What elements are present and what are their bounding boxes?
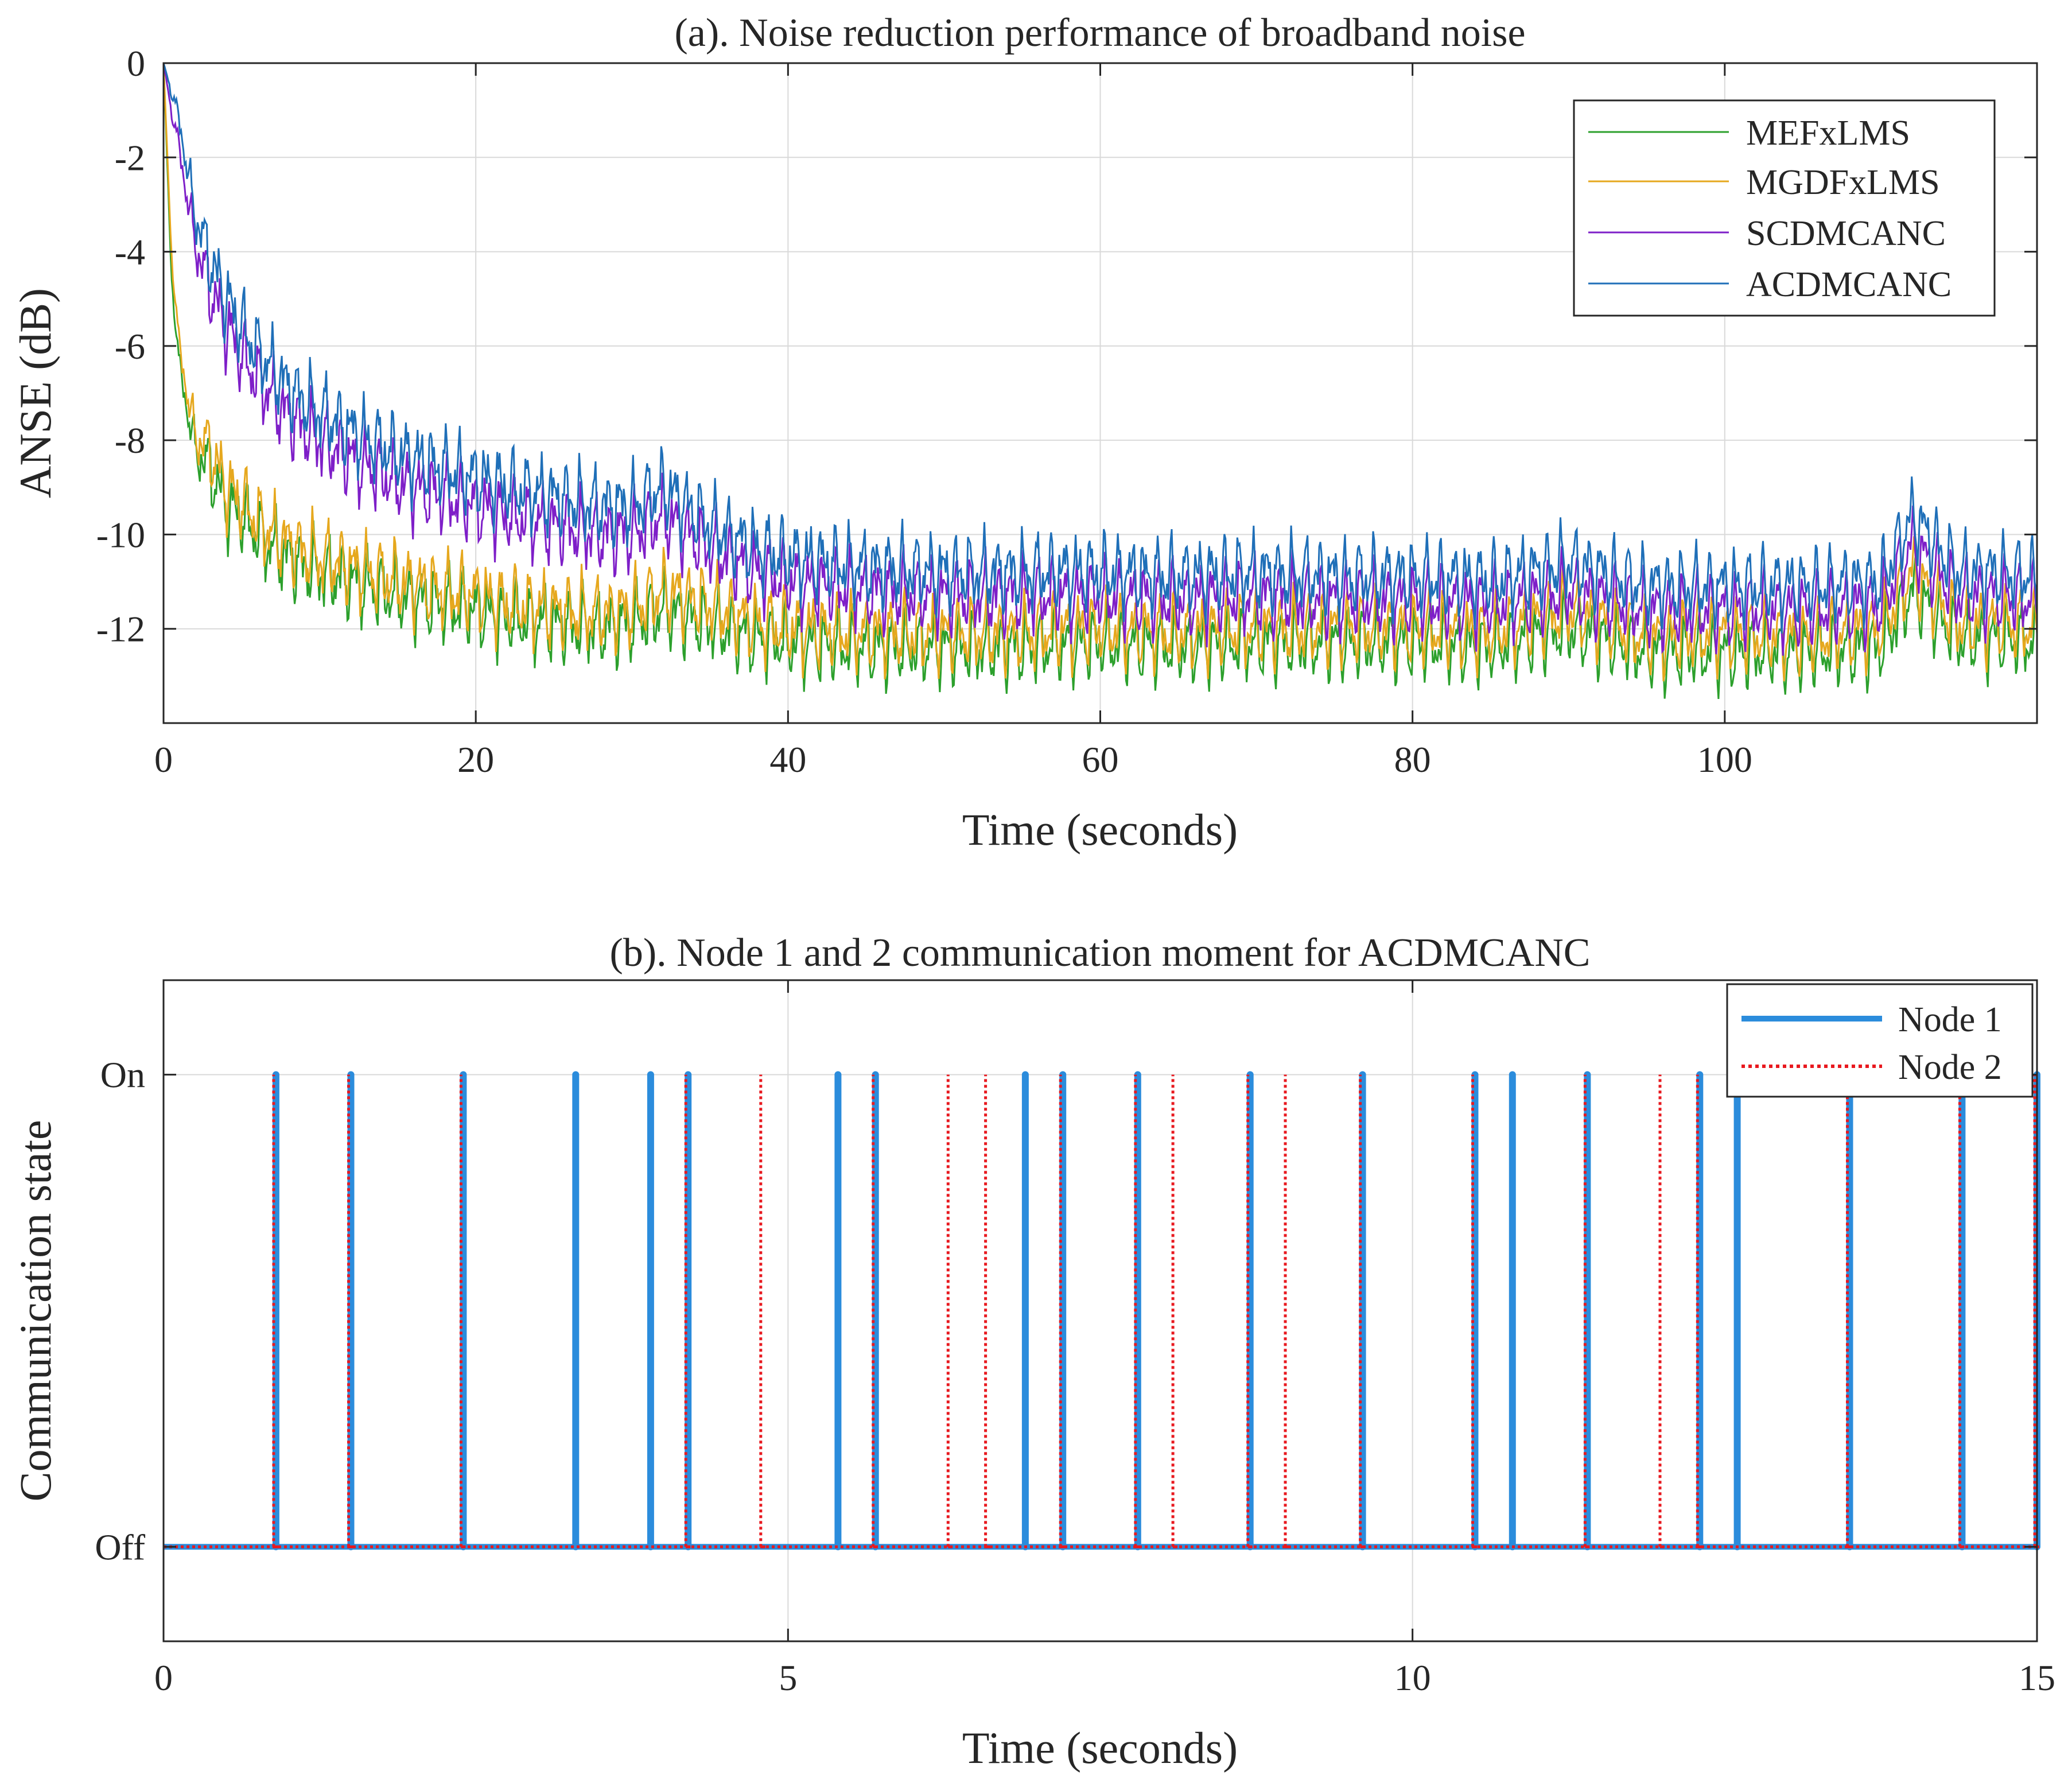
panel-a-xtick-label: 20 [457,739,494,780]
panel-a-xlabel: Time (seconds) [962,805,1238,855]
legend-label-scdmcanc: SCDMCANC [1746,214,1946,253]
legend-label-node-2: Node 2 [1898,1048,2002,1087]
panel-b-xtick-label: 0 [154,1657,173,1698]
panel-a: 0 20 40 60 80 100 0 -2 -4 -6 -8 -10 -12 (a). Noise r… [10,11,2038,855]
panel-a-ytick-label: -12 [96,609,145,650]
panel-a-ylabel: ANSE (dB) [10,288,60,498]
series-line-scdmcanc [162,63,2038,656]
panel-a-xtick-label: 80 [1394,739,1431,780]
legend-label-acdmcanc: ACDMCANC [1746,265,1952,304]
panel-b-xlabel: Time (seconds) [962,1723,1238,1773]
panel-a-legend: MEFxLMS MGDFxLMS SCDMCANC ACDMCANC [1573,99,1996,317]
legend-label-mefxlms: MEFxLMS [1746,114,1910,153]
panel-a-ytick-label: -2 [115,137,145,178]
panel-a-title: (a). Noise reduction performance of broa… [674,11,1525,55]
panel-b-legend: Node 1 Node 2 [1726,983,2034,1098]
panel-b-legend-box [1726,983,2034,1098]
panel-a-xtick-label: 100 [1697,739,1752,780]
panel-b-title: (b). Node 1 and 2 communication moment f… [610,931,1591,975]
panel-b-plot-area [164,980,2037,1641]
panel-b-xtick-label: 10 [1394,1657,1431,1698]
panel-b-ytick-label: Off [95,1527,145,1567]
panel-b-xtick-label: 5 [779,1657,797,1698]
series-line-acdmcanc [162,63,2038,634]
panel-a-series [162,63,2038,699]
panel-a-xtick-label: 60 [1082,739,1119,780]
panel-a-ticks: 0 20 40 60 80 100 0 -2 -4 -6 -8 -10 -12 [96,43,2037,780]
panel-b-xtick-label: 15 [2019,1657,2055,1698]
panel-b: 0 5 10 15 On Off (b). Node 1 and 2 communicat… [10,931,2055,1773]
panel-a-ytick-label: -4 [115,232,145,273]
panel-a-xtick-label: 0 [154,739,173,780]
panel-b-ytick-label: On [100,1055,145,1096]
panel-b-axes-box [162,979,2038,1642]
panel-a-ytick-label: -10 [96,514,145,555]
legend-label-mgdfxlms: MGDFxLMS [1746,163,1940,202]
legend-label-node-1: Node 1 [1898,1000,2002,1039]
panel-b-series [164,1071,2040,1551]
panel-a-ytick-label: -6 [115,326,145,367]
series-line-mgdfxlms [162,63,2038,682]
panel-b-ylabel: Communication state [10,1120,60,1501]
panel-a-ytick-label: 0 [127,43,145,84]
panel-a-legend-box [1573,99,1996,317]
panel-a-ytick-label: -8 [115,420,145,461]
panel-a-xtick-label: 40 [769,739,806,780]
